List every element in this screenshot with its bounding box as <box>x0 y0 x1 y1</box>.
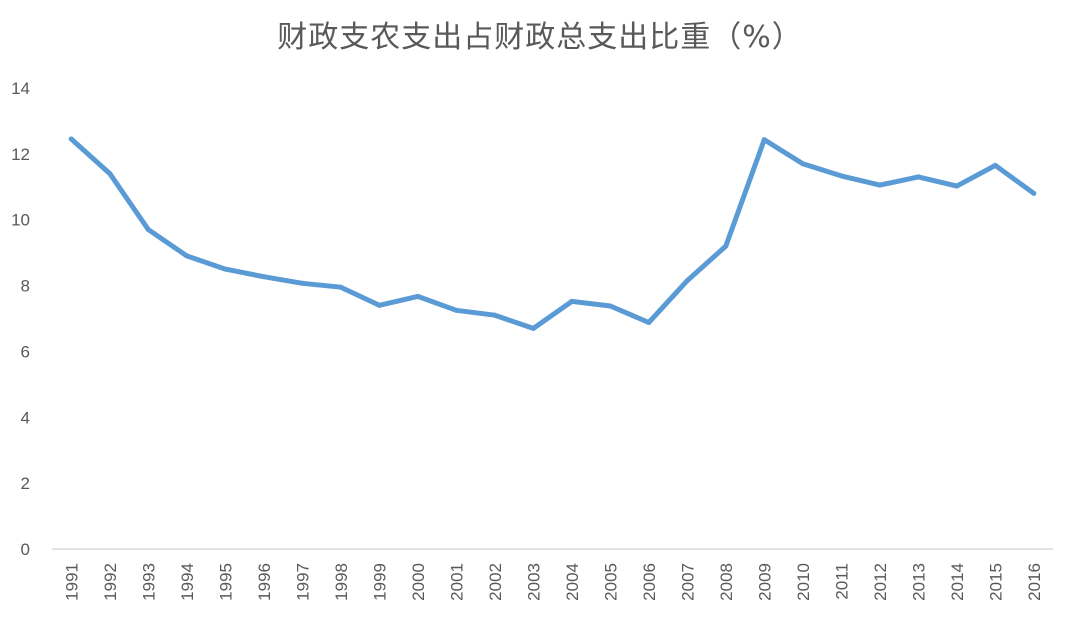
data-point <box>723 243 729 249</box>
y-tick-label: 2 <box>21 474 30 493</box>
data-point <box>415 293 421 299</box>
x-tick-label: 2010 <box>794 563 813 601</box>
data-points <box>68 136 1037 331</box>
data-point <box>992 162 998 168</box>
data-point <box>530 325 536 331</box>
data-point <box>453 307 459 313</box>
y-axis: 0 2 4 6 8 10 12 14 <box>11 79 30 559</box>
x-tick-label: 2001 <box>447 563 466 601</box>
y-tick-label: 10 <box>11 211 30 230</box>
x-tick-label: 2003 <box>524 563 543 601</box>
data-point <box>761 137 767 143</box>
x-tick-label: 1993 <box>139 563 158 601</box>
data-point <box>68 136 74 142</box>
x-tick-label: 2013 <box>909 563 928 601</box>
x-tick-label: 1991 <box>62 563 81 601</box>
x-tick-label: 1992 <box>101 563 120 601</box>
data-point <box>145 227 151 233</box>
data-point <box>107 171 113 177</box>
x-tick-label: 1994 <box>178 563 197 601</box>
x-tick-label: 2007 <box>678 563 697 601</box>
y-tick-label: 8 <box>21 277 30 296</box>
x-tick-label: 1996 <box>255 563 274 601</box>
x-tick-label: 2009 <box>755 563 774 601</box>
data-point <box>299 280 305 286</box>
y-tick-label: 14 <box>11 79 30 98</box>
x-tick-label: 2012 <box>871 563 890 601</box>
data-point <box>915 174 921 180</box>
data-point <box>684 278 690 284</box>
data-point <box>261 274 267 280</box>
x-tick-label: 1998 <box>332 563 351 601</box>
x-tick-label: 2008 <box>717 563 736 601</box>
x-axis: 1991 1992 1993 1994 1995 1996 1997 1998 1999 2000… <box>62 563 1044 601</box>
y-tick-label: 6 <box>21 342 30 361</box>
x-tick-label: 2000 <box>409 563 428 601</box>
x-tick-label: 2014 <box>948 563 967 601</box>
chart-title: 财政支农支出占财政总支出比重（%） <box>277 20 803 55</box>
data-point <box>376 302 382 308</box>
x-tick-label: 2006 <box>640 563 659 601</box>
y-tick-label: 12 <box>11 145 30 164</box>
data-point <box>954 183 960 189</box>
data-point <box>646 319 652 325</box>
data-point <box>338 284 344 290</box>
data-point <box>492 312 498 318</box>
data-point <box>838 173 844 179</box>
y-tick-label: 4 <box>21 408 30 427</box>
data-point <box>184 253 190 259</box>
x-tick-label: 1997 <box>293 563 312 601</box>
data-point <box>569 298 575 304</box>
x-tick-label: 2011 <box>832 563 851 600</box>
data-point <box>800 161 806 167</box>
data-point <box>1031 190 1037 196</box>
x-tick-label: 1995 <box>216 563 235 601</box>
x-tick-label: 2005 <box>601 563 620 601</box>
x-tick-label: 2002 <box>486 563 505 601</box>
y-tick-label: 0 <box>21 540 30 559</box>
x-tick-label: 2015 <box>986 563 1005 601</box>
x-tick-label: 2016 <box>1025 563 1044 601</box>
data-point <box>222 266 228 272</box>
data-point <box>607 303 613 309</box>
x-tick-label: 2004 <box>563 563 582 601</box>
x-tick-label: 1999 <box>370 563 389 601</box>
series-line <box>68 136 1037 331</box>
data-point <box>877 182 883 188</box>
